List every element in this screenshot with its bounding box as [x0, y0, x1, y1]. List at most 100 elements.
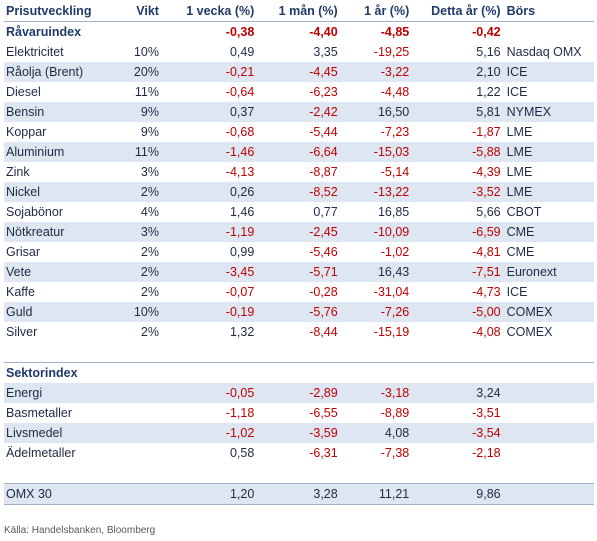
exchange-cell: ICE [506, 85, 528, 99]
weight-cell: 4% [140, 205, 159, 219]
exchange-cell: LME [506, 145, 533, 159]
exchange-cell: ICE [506, 285, 528, 299]
source-note: Källa: Handelsbanken, Bloomberg [4, 525, 156, 536]
year-cell: -13,22 [373, 185, 410, 199]
table-row: Sojabönor 4% 1,46 0,77 16,85 5,66 CBOT [4, 202, 594, 222]
week-cell: 1,20 [229, 487, 255, 501]
exchange-cell: COMEX [506, 305, 553, 319]
table-row: Kaffe 2% -0,07 -0,28 -31,04 -4,73 ICE [4, 282, 594, 302]
week-cell: 1,32 [229, 325, 255, 339]
week-cell: -1,18 [225, 406, 255, 420]
name-cell: Basmetaller [6, 406, 72, 420]
ytd-cell: -4,08 [472, 325, 501, 339]
month-cell: -8,44 [309, 325, 338, 339]
header-name: Prisutveckling [6, 3, 92, 18]
month-cell: -2,89 [309, 386, 338, 400]
year-cell: -15,03 [373, 145, 410, 159]
table-header: Prisutveckling Vikt 1 vecka (%) 1 mån (%… [4, 0, 594, 22]
header-ytd: Detta år (%) [431, 3, 501, 18]
table-row: Livsmedel -1,02 -3,59 4,08 -3,54 [4, 423, 594, 443]
table-row: Energi -0,05 -2,89 -3,18 3,24 [4, 383, 594, 403]
name-cell: Diesel [6, 85, 41, 99]
ytd-cell: -6,59 [472, 225, 501, 239]
name-cell: Aluminium [6, 145, 65, 159]
ytd-cell: -5,00 [472, 305, 501, 319]
weight-cell: 2% [140, 185, 159, 199]
month-cell: -6,31 [309, 446, 338, 460]
month-cell: -5,44 [309, 125, 338, 139]
name-cell: Livsmedel [6, 426, 63, 440]
exchange-cell: CME [506, 245, 535, 259]
month-cell: -5,71 [309, 265, 338, 279]
week-cell: 1,46 [229, 205, 255, 219]
table-row: Aluminium 11% -1,46 -6,64 -15,03 -5,88 LME [4, 142, 594, 162]
ytd-cell: 5,66 [476, 205, 501, 219]
week-cell: -1,46 [225, 145, 255, 159]
month-cell: -4,40 [309, 25, 338, 39]
weight-cell: 3% [140, 225, 159, 239]
year-cell: -19,25 [373, 45, 410, 59]
year-cell: -8,89 [380, 406, 410, 420]
name-cell: Silver [6, 325, 38, 339]
weight-cell: 10% [133, 305, 159, 319]
year-cell: -3,22 [380, 65, 410, 79]
week-cell: -1,02 [225, 426, 255, 440]
ytd-cell: -3,52 [472, 185, 501, 199]
week-cell: 0,58 [229, 446, 255, 460]
week-cell: -4,13 [225, 165, 255, 179]
weight-cell: 9% [140, 105, 159, 119]
year-cell: 11,21 [378, 487, 410, 501]
exchange-cell: CBOT [506, 205, 542, 219]
weight-cell: 9% [140, 125, 159, 139]
sector-list: Energi -0,05 -2,89 -3,18 3,24 Basmetaller -1,1… [4, 383, 594, 463]
name-cell: Koppar [6, 125, 47, 139]
name-cell: Ädelmetaller [6, 446, 76, 460]
ytd-cell: -3,54 [472, 426, 501, 440]
week-cell: 0,99 [229, 245, 255, 259]
ytd-cell: 9,86 [476, 487, 501, 501]
ytd-cell: -1,87 [472, 125, 501, 139]
year-cell: -1,02 [380, 245, 410, 259]
ytd-cell: 5,81 [476, 105, 501, 119]
weight-cell: 11% [134, 145, 159, 159]
name-cell: Nickel [6, 185, 41, 199]
exchange-cell: COMEX [506, 325, 553, 339]
year-cell: -3,18 [380, 386, 410, 400]
weight-cell: 3% [140, 165, 159, 179]
week-cell: -0,19 [225, 305, 255, 319]
section-label: Råvaruindex [6, 25, 82, 39]
ytd-cell: 5,16 [476, 45, 501, 59]
month-cell: -6,64 [309, 145, 338, 159]
week-cell: 0,37 [229, 105, 255, 119]
month-cell: -3,59 [309, 426, 338, 440]
commodity-list: Elektricitet 10% 0,49 3,35 -19,25 5,16 Nasdaq … [4, 42, 594, 342]
week-cell: -0,38 [225, 25, 255, 39]
year-cell: -7,38 [380, 446, 410, 460]
ytd-cell: -0,42 [472, 25, 501, 39]
table-row: Nickel 2% 0,26 -8,52 -13,22 -3,52 LME [4, 182, 594, 202]
week-cell: 0,26 [229, 185, 255, 199]
name-cell: Sojabönor [6, 205, 63, 219]
month-cell: -6,23 [309, 85, 338, 99]
year-cell: -15,19 [373, 325, 410, 339]
year-cell: -10,09 [373, 225, 410, 239]
name-cell: Nötkreatur [6, 225, 65, 239]
exchange-cell: ICE [506, 65, 528, 79]
exchange-cell: LME [506, 185, 533, 199]
table-row: Elektricitet 10% 0,49 3,35 -19,25 5,16 Nasdaq … [4, 42, 594, 62]
header-weight: Vikt [136, 3, 159, 18]
weight-cell: 2% [140, 285, 159, 299]
month-cell: 3,35 [313, 45, 338, 59]
name-cell: Energi [6, 386, 43, 400]
weight-cell: 2% [140, 245, 159, 259]
omx-name: OMX 30 [6, 487, 52, 501]
year-cell: 16,43 [377, 265, 410, 279]
year-cell: -7,23 [380, 125, 410, 139]
name-cell: Zink [6, 165, 30, 179]
exchange-cell: LME [506, 165, 533, 179]
year-cell: -4,85 [380, 25, 410, 39]
name-cell: Kaffe [6, 285, 35, 299]
ytd-cell: -2,18 [472, 446, 501, 460]
week-cell: 0,49 [229, 45, 255, 59]
ytd-cell: -5,88 [472, 145, 501, 159]
